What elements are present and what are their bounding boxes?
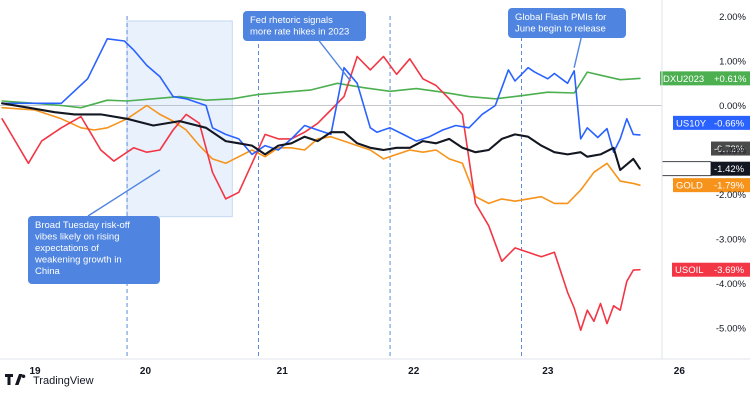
y-tick-label: -3.00% [716, 235, 747, 246]
brand-name: TradingView [33, 375, 94, 387]
series-name-text: DXU2023 [663, 74, 704, 85]
annotation-text: expectations of [35, 243, 99, 254]
extra-value-text: -0.72% [714, 144, 745, 155]
extra-value-tag [711, 141, 750, 156]
shaded-region [126, 20, 233, 218]
series-name-tag [672, 262, 711, 277]
annotation-text: Broad Tuesday risk-off [35, 220, 130, 231]
series-value-tag [711, 115, 750, 130]
y-tick-label: 0.00% [719, 101, 746, 112]
y-tick-label: -5.00% [716, 324, 747, 335]
y-tick-label: 2.00% [719, 12, 746, 23]
series-name-tag [673, 178, 711, 193]
series-line-us10y [1, 38, 641, 156]
annotation-pointer [318, 40, 352, 82]
series-name-tag [673, 115, 711, 130]
annotation-text: China [35, 266, 61, 277]
series-name-text: US10Y [676, 118, 707, 129]
x-tick-label: 21 [277, 366, 289, 377]
y-tick-label: -4.00% [716, 279, 747, 290]
chart-series-layer [1, 38, 641, 331]
series-label-dxu2023: DXU2023 +0.61% [660, 71, 750, 86]
series-value-text: -1.79% [714, 181, 745, 192]
series-label-gold: GOLD -1.79% [673, 178, 750, 193]
annotation-text: weakening growth in [34, 255, 122, 266]
series-line-gold [1, 104, 641, 205]
series-value-text: -0.66% [714, 118, 745, 129]
annotation-box [28, 216, 160, 284]
series-name-text: USOIL [675, 265, 704, 276]
brand-logo: TradingView [5, 374, 94, 387]
annotation-box [508, 8, 626, 38]
annotation-text: Global Flash PMIs for [515, 12, 606, 23]
series-line-usoil [1, 55, 641, 331]
series-value-text: -3.69% [714, 265, 745, 276]
series-value-tag [711, 161, 750, 176]
x-tick-label: 19 [29, 366, 41, 377]
chart-background-layer [0, 16, 662, 356]
series-name-tag [660, 71, 711, 86]
series-value-tag [711, 178, 750, 193]
annotation-text: vibes likely on rising [35, 232, 119, 243]
annotation-pointer [573, 37, 582, 68]
annotation-box [243, 11, 366, 41]
x-tick-label: 26 [674, 366, 686, 377]
y-tick-label: 1.00% [719, 57, 746, 68]
annotation-text: more rate hikes in 2023 [250, 27, 349, 38]
series-name-text: ESU2023 [665, 164, 706, 175]
y-tick-label: -1.00% [716, 146, 747, 157]
series-value-text: +0.61% [714, 74, 747, 85]
annotation-pointer [87, 169, 161, 217]
y-tick-label: -2.00% [716, 190, 747, 201]
series-value-tag [711, 71, 750, 86]
series-value-text: -1.42% [714, 164, 745, 175]
x-tick-label: 22 [408, 366, 420, 377]
series-label-usoil: USOIL -3.69% [672, 262, 750, 277]
series-line-dxu2023 [1, 71, 641, 109]
annotation-text: Fed rhetoric signals [250, 15, 333, 26]
annotation-text: June begin to release [515, 24, 606, 35]
x-tick-label: 20 [140, 366, 152, 377]
series-label-esu2023: ESU2023 -1.42% [661, 161, 750, 177]
series-name-text: GOLD [676, 181, 703, 192]
x-tick-label: 23 [542, 366, 554, 377]
series-label-us10y: US10Y -0.66% [673, 115, 750, 130]
chart-axes-layer: DXU2023 +0.61% US10Y -0.66% ESU2023 -1.42% GOL… [0, 0, 750, 377]
tradingview-logo-icon [5, 374, 26, 385]
series-value-tag [711, 262, 750, 277]
series-line-esu2023 [1, 102, 641, 172]
